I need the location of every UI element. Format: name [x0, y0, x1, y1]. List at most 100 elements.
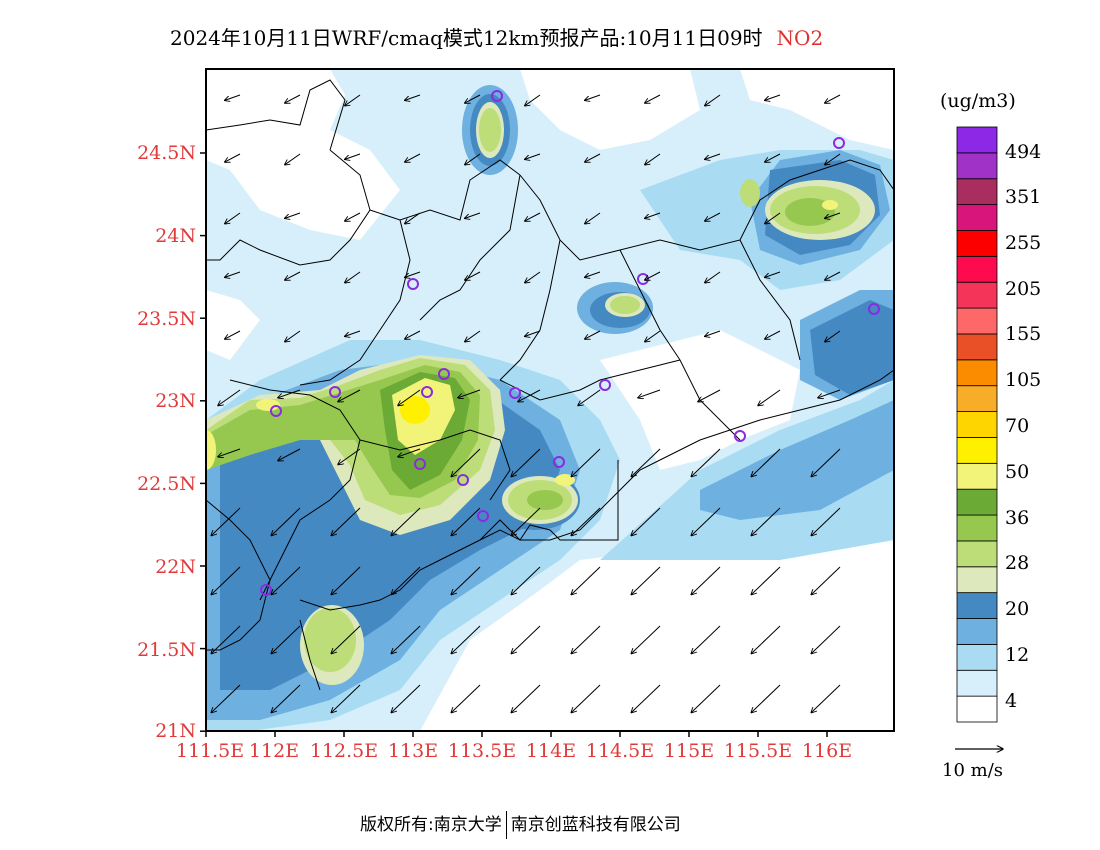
wind-arrow [225, 330, 241, 339]
wind-arrow [571, 566, 601, 595]
colorbar-label-105: 105 [1005, 369, 1042, 391]
wind-arrow [825, 94, 841, 103]
wind-arrow [631, 684, 661, 713]
wind-arrow [285, 330, 301, 342]
colorbar-swatch [956, 566, 998, 594]
wind-arrow [525, 212, 541, 221]
wind-arrow [345, 330, 361, 336]
colorbar-label-155: 155 [1005, 323, 1042, 345]
wind-arrow [331, 507, 361, 536]
wind-arrow [638, 389, 661, 398]
wind-arrow [338, 448, 361, 465]
colorbar-swatch [956, 333, 998, 361]
colorbar-label-12: 12 [1005, 644, 1030, 666]
wind-arrow [218, 448, 241, 457]
wind-arrow [705, 330, 721, 336]
wind-arrow [818, 389, 841, 398]
lon-label-114: 114E [525, 740, 577, 762]
colorbar-swatch [956, 437, 998, 464]
wind-arrow [225, 153, 241, 162]
wind-arrow [518, 389, 541, 402]
wind-arrow [811, 625, 841, 654]
wind-arrow [631, 566, 661, 595]
colorbar-swatch [956, 462, 998, 490]
wind-arrow [645, 271, 661, 280]
wind-arrow [391, 507, 421, 536]
colorbar-label-20: 20 [1005, 598, 1030, 620]
wind-arrow [645, 330, 661, 342]
wind-arrow [271, 684, 301, 713]
wind-arrow [571, 625, 601, 654]
wind-arrow [525, 330, 541, 336]
colorbar-swatch [956, 669, 998, 697]
wind-arrow [691, 448, 721, 477]
map-title: 2024年10月11日WRF/cmaq模式12km预报产品:10月11日09时 N… [170, 22, 823, 51]
wind-arrow [331, 684, 361, 713]
colorbar-swatch [956, 178, 998, 206]
wind-arrow [585, 330, 601, 339]
lon-label-112-5: 112.5E [309, 740, 379, 762]
lon-label-115: 115E [663, 740, 715, 762]
wind-arrow [691, 684, 721, 713]
colorbar-swatch [956, 152, 998, 180]
wind-arrow [451, 684, 481, 713]
wind-arrow [211, 684, 241, 713]
colorbar-label-351: 351 [1005, 186, 1042, 208]
pollutant-label: NO2 [776, 26, 824, 50]
colorbar-swatch [956, 359, 998, 387]
lon-label-113-5: 113.5E [447, 740, 517, 762]
wind-arrow [705, 271, 721, 283]
wind-arrow [278, 389, 301, 398]
wind-arrow [405, 94, 421, 100]
wind-arrow [451, 507, 481, 536]
wind-arrow [825, 153, 841, 165]
wind-arrow [525, 271, 541, 283]
wind-arrow [691, 566, 721, 595]
title-text: 2024年10月11日WRF/cmaq模式12km预报产品:10月11日09时 [170, 26, 763, 50]
wind-arrow [451, 566, 481, 595]
colorbar-label-255: 255 [1005, 232, 1042, 254]
wind-arrow [691, 625, 721, 654]
wind-arrow [465, 94, 481, 103]
wind-arrow [285, 212, 301, 218]
wind-arrow [345, 212, 361, 221]
colorbar-swatch [956, 385, 998, 412]
wind-arrow [331, 625, 361, 654]
wind-arrow [465, 212, 481, 218]
wind-arrow [811, 566, 841, 595]
wind-arrow [211, 566, 241, 595]
wind-arrow [571, 507, 601, 536]
lon-label-114-5: 114.5E [585, 740, 655, 762]
wind-arrow [751, 448, 781, 477]
wind-arrow [811, 507, 841, 536]
lat-label-22: 22N [155, 556, 196, 578]
wind-arrow [511, 507, 541, 536]
wind-arrow [765, 153, 781, 162]
wind-arrow [391, 684, 421, 713]
wind-arrow [585, 94, 601, 100]
wind-arrow [465, 271, 481, 280]
colorbar-label-205: 205 [1005, 278, 1042, 300]
wind-arrow [825, 271, 841, 280]
wind-arrow [285, 94, 301, 103]
colorbar-label-50: 50 [1005, 461, 1030, 483]
wind-arrow [285, 271, 301, 280]
wind-arrow [631, 448, 661, 477]
footer-right: 南京创蓝科技有限公司 [510, 815, 681, 835]
wind-arrow [405, 212, 421, 224]
lat-label-24-5: 24.5N [137, 142, 196, 164]
wind-arrow [751, 625, 781, 654]
footer-copyright: 版权所有:南京大学 南京创蓝科技有限公司 [360, 810, 681, 839]
wind-arrow [578, 389, 601, 406]
colorbar-swatch [956, 411, 998, 438]
footer-left: 版权所有:南京大学 [360, 815, 502, 835]
wind-arrow [345, 271, 361, 283]
lon-label-115-5: 115.5E [723, 740, 793, 762]
wind-arrow [211, 625, 241, 654]
wind-arrow [465, 330, 481, 342]
wind-arrow [765, 212, 781, 224]
lat-label-21: 21N [155, 720, 196, 742]
wind-arrow [765, 94, 781, 100]
wind-arrow [405, 271, 421, 277]
